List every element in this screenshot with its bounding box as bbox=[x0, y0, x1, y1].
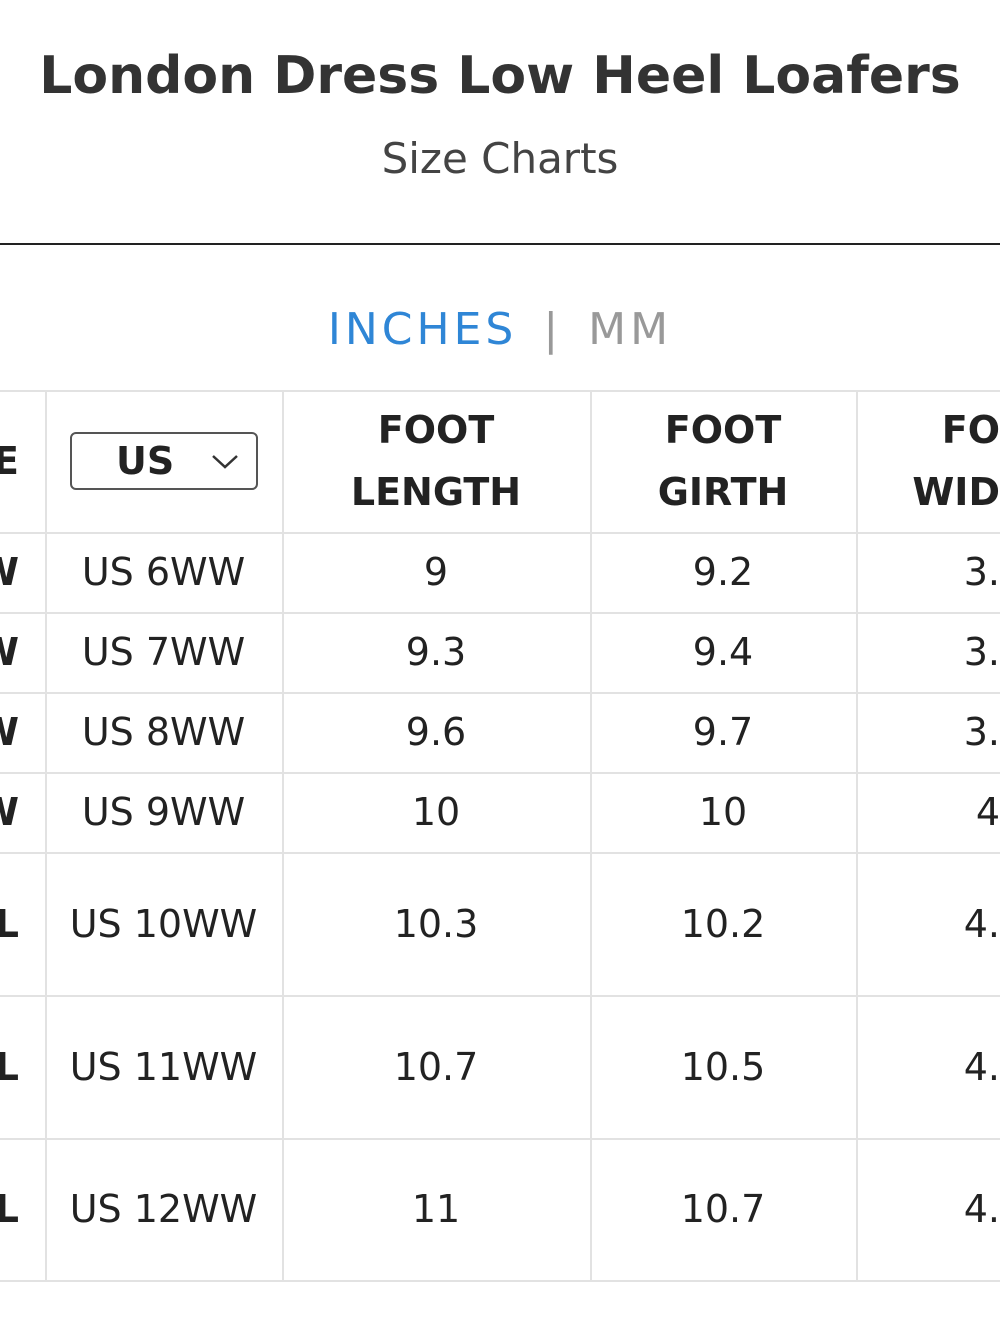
table-cell: 9.4 bbox=[692, 630, 754, 674]
table-cell: US 8WW bbox=[81, 710, 246, 754]
row-border bbox=[0, 532, 1000, 534]
title: London Dress Low Heel Loafers bbox=[39, 46, 961, 106]
column-header: FOOT GIRTH bbox=[590, 390, 856, 532]
column-border bbox=[45, 390, 47, 1280]
table-cell: 4. bbox=[963, 1187, 1000, 1231]
table-cell: L bbox=[0, 1044, 19, 1089]
table-cell: 3. bbox=[963, 550, 1000, 594]
divider bbox=[0, 243, 1000, 245]
header-line: FOOT bbox=[664, 408, 782, 452]
row-border bbox=[0, 692, 1000, 694]
column-header: FOOT LENGTH bbox=[282, 390, 590, 532]
table-cell: US 12WW bbox=[69, 1187, 258, 1231]
table-cell: L bbox=[0, 901, 19, 946]
column-border bbox=[590, 390, 592, 1280]
table-cell: 9.6 bbox=[405, 710, 467, 754]
row-border bbox=[0, 390, 1000, 392]
table-cell: 9.7 bbox=[692, 710, 754, 754]
select-value: US bbox=[116, 439, 175, 483]
header-line: FO bbox=[941, 408, 1000, 452]
table-cell: 10 bbox=[698, 790, 748, 834]
header-line: E bbox=[0, 439, 19, 483]
table-cell: W bbox=[0, 532, 45, 612]
unit-mm[interactable]: MM bbox=[588, 304, 673, 355]
table-cell: US 11WW bbox=[69, 1044, 258, 1089]
size-system-select[interactable]: US bbox=[70, 432, 258, 490]
table-cell: 4 bbox=[975, 790, 1000, 834]
unit-toggle: INCHES | MM bbox=[0, 304, 1000, 355]
table-cell: W bbox=[0, 692, 45, 772]
unit-inches[interactable]: INCHES bbox=[327, 304, 518, 355]
column-header: FO WID bbox=[856, 390, 1000, 532]
table-cell: US 7WW bbox=[81, 630, 246, 674]
row-border bbox=[0, 612, 1000, 614]
header-line: WID bbox=[912, 470, 1000, 514]
table-cell: US 10WW bbox=[69, 901, 258, 946]
row-border bbox=[0, 1280, 1000, 1282]
table-cell: 4. bbox=[963, 1044, 1000, 1089]
table-cell: 10.5 bbox=[680, 1044, 766, 1089]
table-cell: US 9WW bbox=[81, 790, 246, 834]
table-cell: 10.3 bbox=[393, 901, 479, 946]
header-line: GIRTH bbox=[657, 470, 789, 514]
table-cell: W bbox=[0, 772, 45, 852]
column-header: E bbox=[0, 390, 45, 532]
table-cell: 10.7 bbox=[680, 1187, 766, 1231]
row-border bbox=[0, 995, 1000, 997]
row-border bbox=[0, 1138, 1000, 1140]
table-cell: W bbox=[0, 612, 45, 692]
table-cell: 3. bbox=[963, 710, 1000, 754]
table-cell: 10.2 bbox=[680, 901, 766, 946]
table-cell: 9.2 bbox=[692, 550, 754, 594]
subtitle: Size Charts bbox=[381, 134, 619, 183]
table-cell: US 6WW bbox=[81, 550, 246, 594]
table-cell: 9.3 bbox=[405, 630, 467, 674]
unit-separator: | bbox=[543, 304, 563, 355]
chevron bbox=[212, 455, 239, 469]
column-border bbox=[856, 390, 858, 1280]
row-border bbox=[0, 852, 1000, 854]
table-cell: 4. bbox=[963, 901, 1000, 946]
table-cell: L bbox=[0, 1187, 19, 1231]
header-line: LENGTH bbox=[350, 470, 522, 514]
table-cell: 3. bbox=[963, 630, 1000, 674]
table-cell: 11 bbox=[411, 1187, 461, 1231]
table-cell: 10.7 bbox=[393, 1044, 479, 1089]
table-cell: 9 bbox=[423, 550, 449, 594]
header-line: FOOT bbox=[377, 408, 495, 452]
table-cell: 10 bbox=[411, 790, 461, 834]
column-border bbox=[282, 390, 284, 1280]
row-border bbox=[0, 772, 1000, 774]
